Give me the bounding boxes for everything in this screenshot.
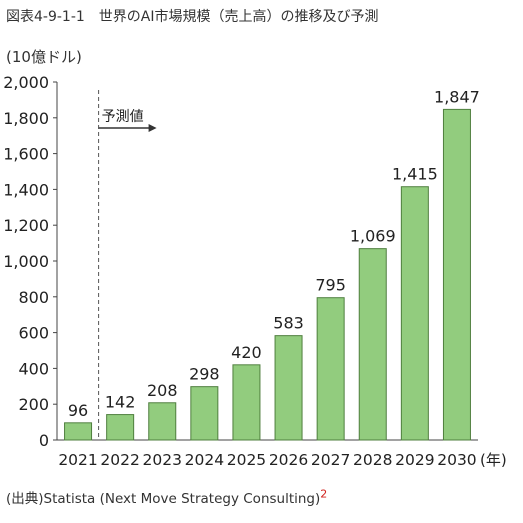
x-axis-unit: (年) [480, 451, 507, 469]
bar [274, 335, 303, 441]
x-tick-label: 2027 [311, 451, 350, 469]
y-axis-unit: (10億ドル) [6, 48, 82, 66]
bar [316, 297, 345, 441]
bar-value-label: 420 [231, 343, 262, 362]
bar-value-label: 96 [68, 401, 88, 420]
bar-value-label: 142 [105, 393, 136, 412]
bar [232, 364, 261, 441]
y-tick-label: 800 [18, 288, 49, 307]
source-text: Statista (Next Move Strategy Consulting) [43, 491, 321, 507]
bar-value-label: 298 [189, 365, 220, 384]
forecast-arrow-head [148, 124, 157, 132]
x-tick-label: 2023 [143, 451, 182, 469]
source-note: (出典)Statista (Next Move Strategy Consult… [6, 487, 328, 508]
bar [64, 422, 93, 441]
y-tick-label: 600 [18, 324, 49, 343]
bar [400, 186, 429, 441]
bar-value-label: 1,847 [434, 87, 480, 106]
bar-value-label: 208 [147, 381, 178, 400]
x-tick-label: 2022 [100, 451, 139, 469]
x-tick-label: 2025 [227, 451, 266, 469]
y-tick-label: 200 [18, 395, 49, 414]
figure-title: 図表4-9-1-1 世界のAI市場規模（売上高）の推移及び予測 [6, 9, 379, 25]
bar [106, 414, 135, 441]
bar-value-label: 1,415 [392, 165, 438, 184]
bar-value-label: 1,069 [350, 227, 396, 246]
bar [148, 402, 177, 441]
y-tick-label: 1,400 [3, 180, 49, 199]
forecast-label: 予測値 [102, 109, 144, 125]
y-tick-label: 1,800 [3, 109, 49, 128]
source-prefix: (出典) [6, 491, 44, 507]
y-tick-label: 0 [39, 431, 49, 450]
y-tick-label: 1,000 [3, 252, 49, 271]
bar-value-label: 583 [273, 314, 304, 333]
bar-value-label: 795 [315, 276, 346, 295]
y-tick-label: 1,200 [3, 216, 49, 235]
y-tick-label: 2,000 [3, 73, 49, 92]
x-tick-label: 2030 [437, 451, 476, 469]
y-tick-label: 400 [18, 359, 49, 378]
x-tick-label: 2028 [353, 451, 392, 469]
x-tick-label: 2029 [395, 451, 434, 469]
x-tick-label: 2024 [185, 451, 224, 469]
bar [442, 108, 471, 441]
x-tick-label: 2026 [269, 451, 308, 469]
bar [358, 248, 387, 441]
y-tick-label: 1,600 [3, 145, 49, 164]
x-tick-label: 2021 [58, 451, 97, 469]
bar [190, 386, 219, 441]
footnote-marker: 2 [320, 487, 328, 501]
